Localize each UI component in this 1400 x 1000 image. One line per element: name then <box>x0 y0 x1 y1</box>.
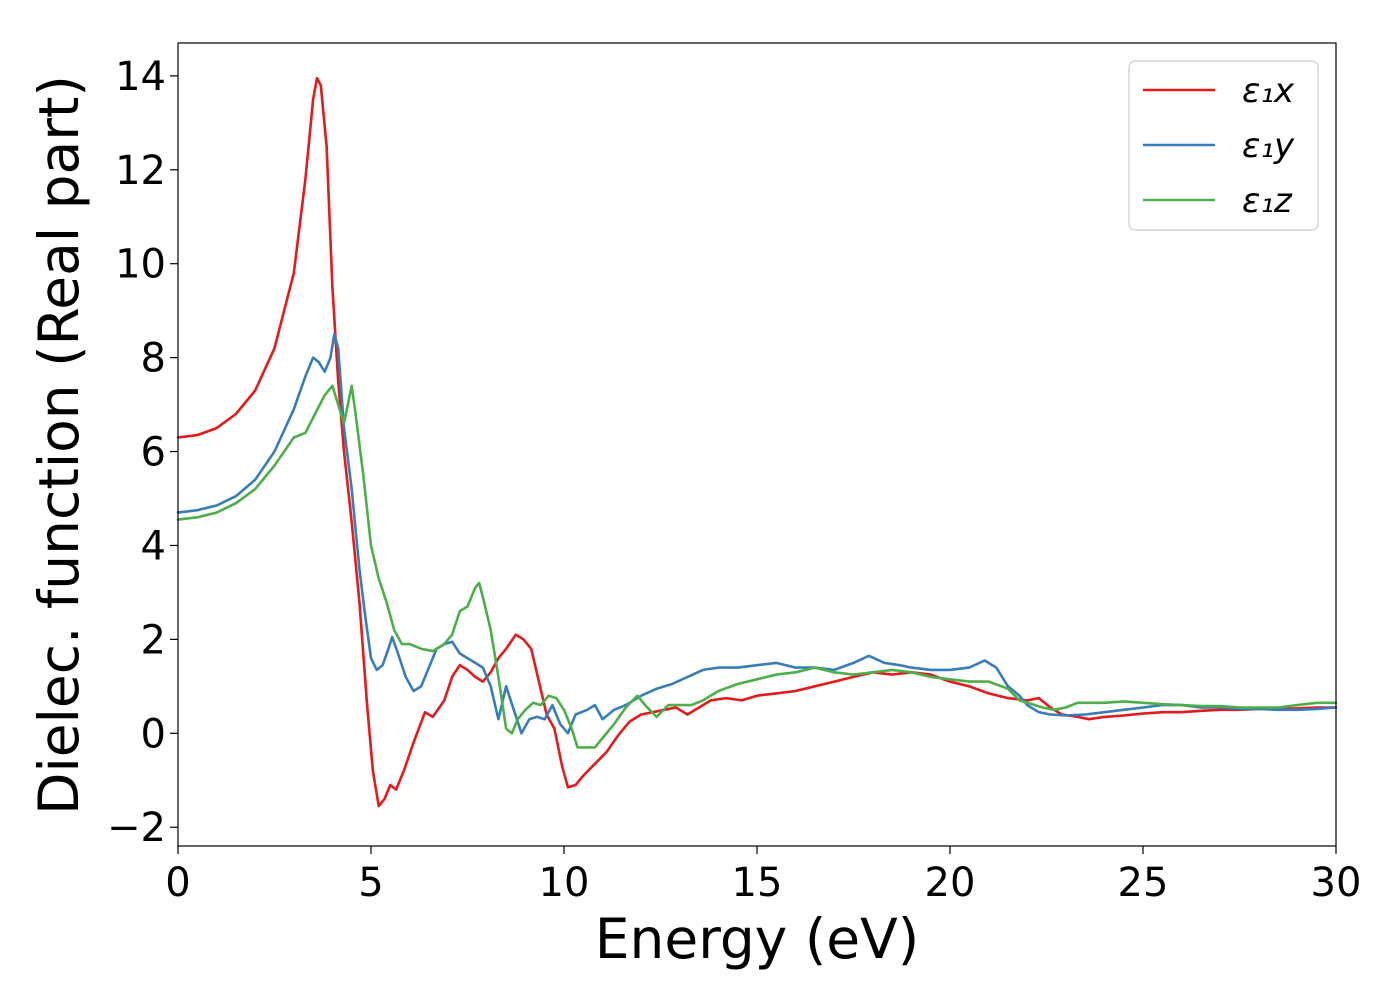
legend-label-0: ε₁x <box>1242 71 1295 111</box>
series-layer <box>176 76 1338 808</box>
x-tick-label: 10 <box>539 860 590 906</box>
y-tick-label: 4 <box>141 523 166 569</box>
x-tick-label: 5 <box>358 860 383 906</box>
y-tick-label: 10 <box>115 242 166 288</box>
x-axis-ticks: 0 5 10 15 20 25 30 <box>165 846 1361 906</box>
y-axis-ticks: −2 0 2 4 6 8 10 12 14 <box>107 54 178 851</box>
x-tick-label: 25 <box>1118 860 1169 906</box>
legend-label-1: ε₁y <box>1242 126 1295 166</box>
y-tick-label: 6 <box>141 430 166 476</box>
x-axis-label: Energy (eV) <box>595 907 919 971</box>
y-axis-label: Dielec. function (Real part) <box>27 75 91 815</box>
series-line-0 <box>176 76 1338 808</box>
y-tick-label: 2 <box>141 617 166 663</box>
legend-entries: ε₁x ε₁y ε₁z <box>1143 71 1295 221</box>
y-tick-label: 14 <box>115 54 166 100</box>
y-tick-label: 0 <box>141 711 166 757</box>
series-line-2 <box>176 384 1338 749</box>
x-tick-label: 15 <box>732 860 783 906</box>
x-tick-label: 0 <box>165 860 190 906</box>
series-line-1 <box>176 332 1338 735</box>
y-tick-label: 8 <box>141 336 166 382</box>
legend: ε₁x ε₁y ε₁z <box>1128 60 1319 231</box>
x-tick-label: 30 <box>1311 860 1362 906</box>
x-tick-label: 20 <box>925 860 976 906</box>
y-tick-label: 12 <box>115 148 166 194</box>
legend-label-2: ε₁z <box>1242 181 1293 221</box>
y-tick-label: −2 <box>107 805 166 851</box>
legend-box <box>1128 60 1319 231</box>
